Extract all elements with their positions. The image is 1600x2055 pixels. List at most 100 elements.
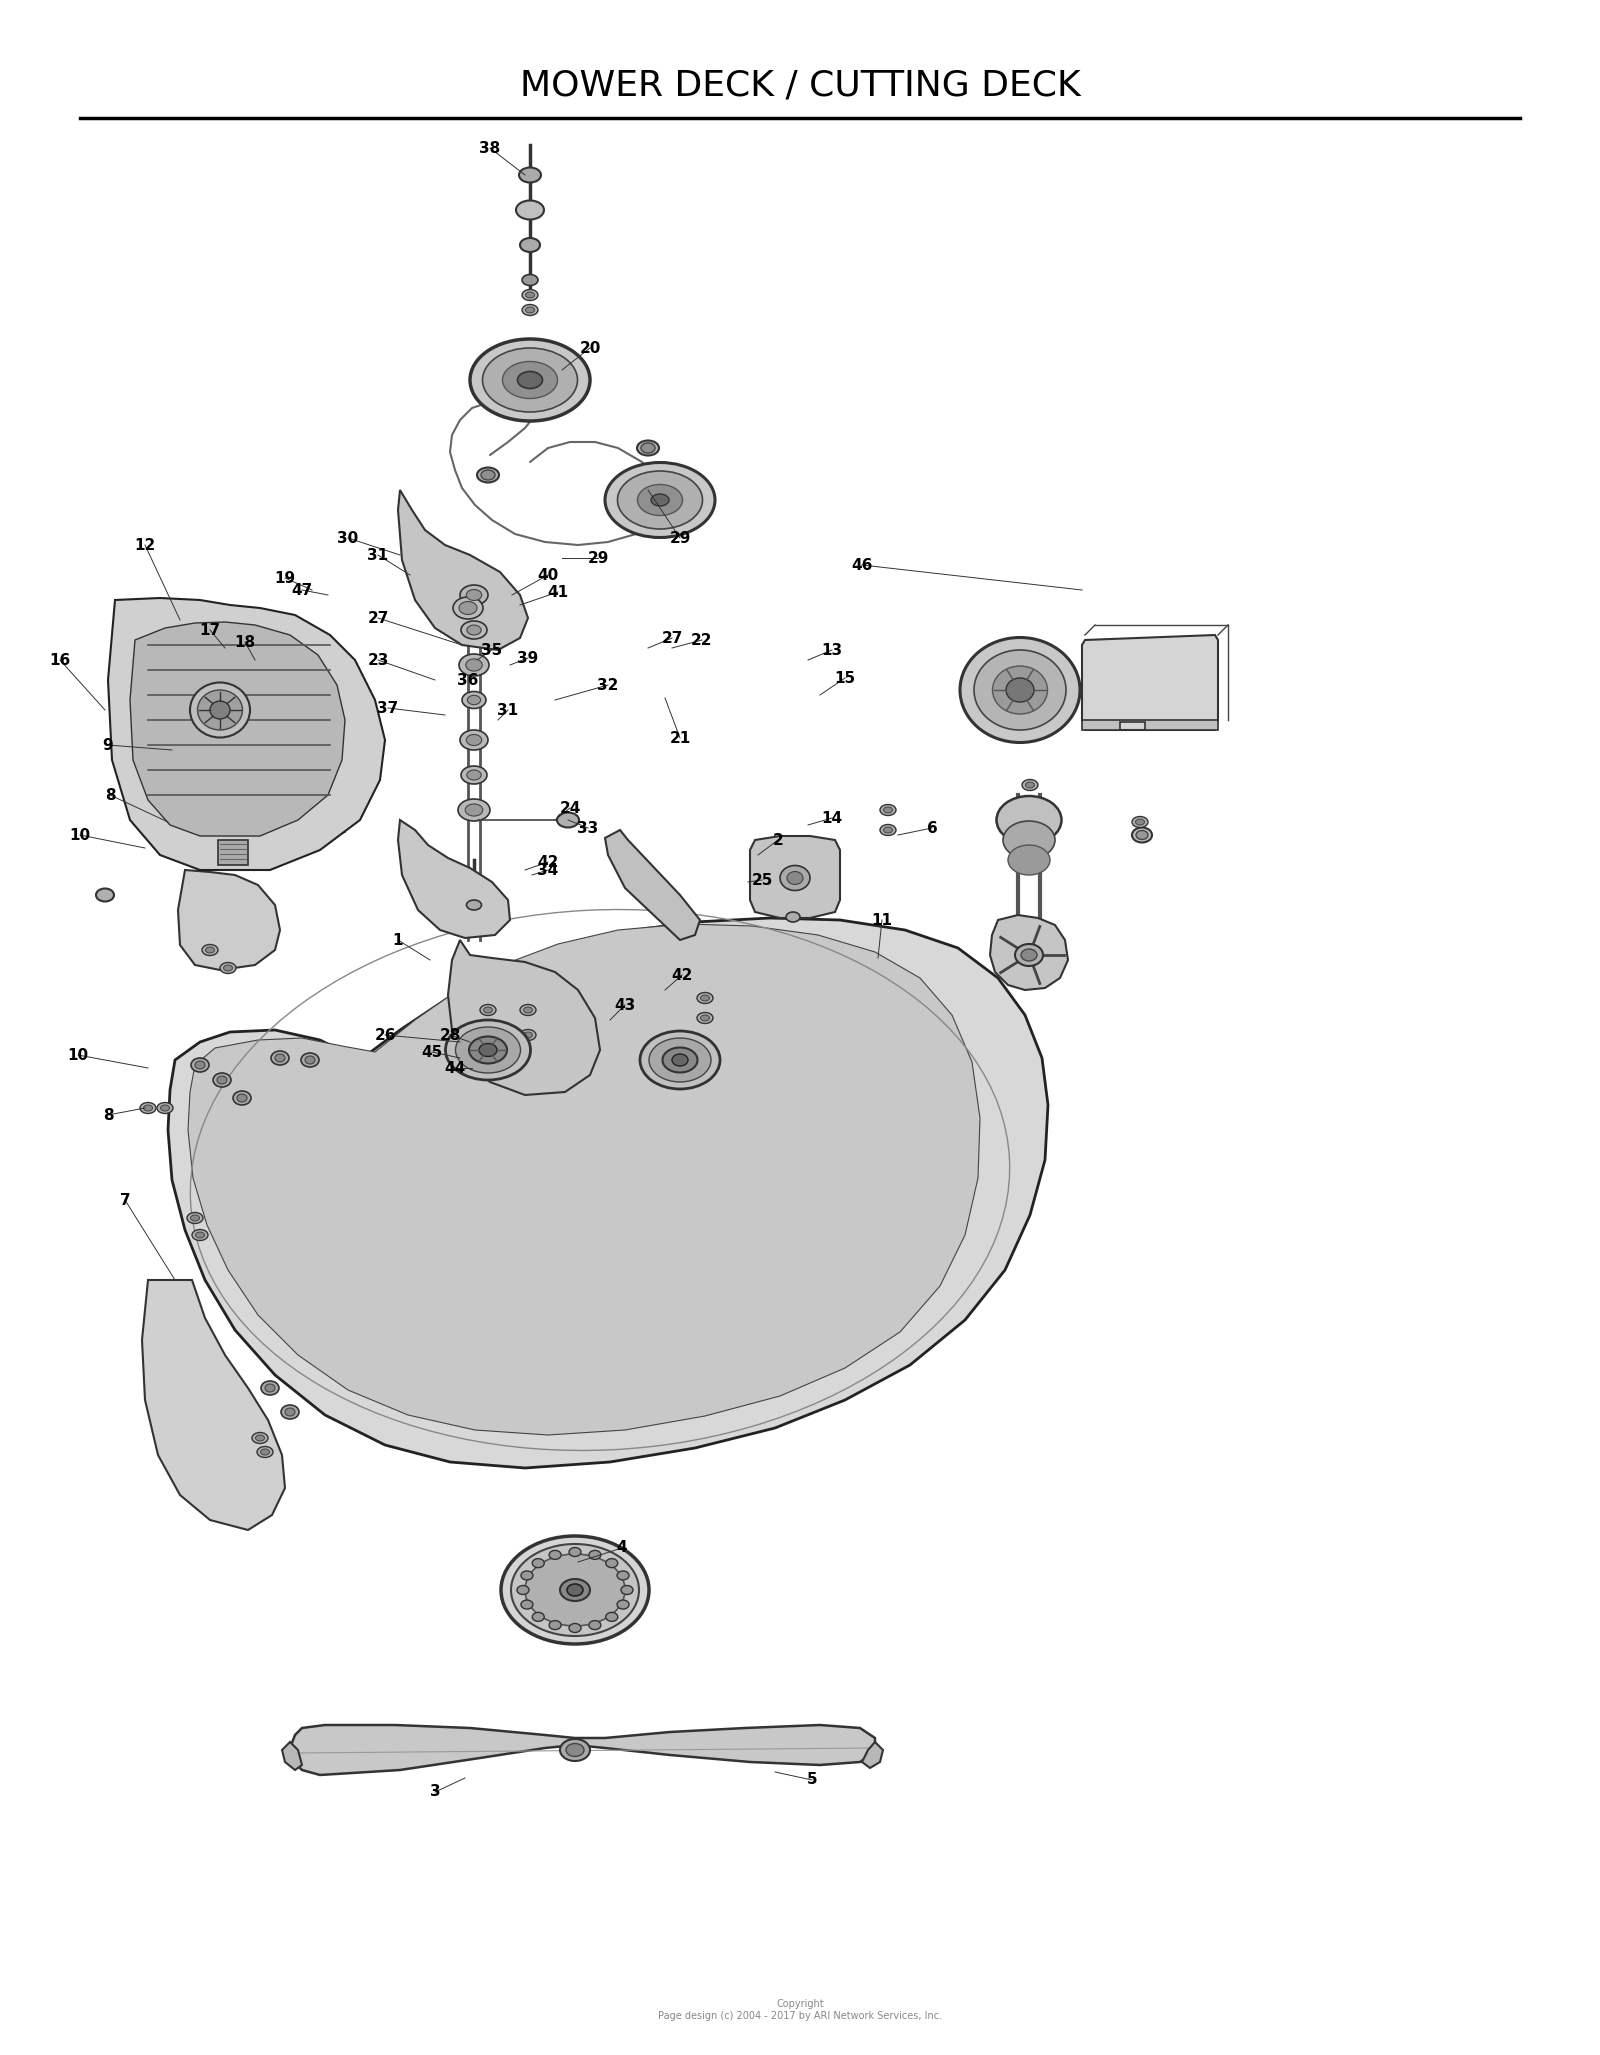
Ellipse shape	[256, 1434, 264, 1441]
Text: 13: 13	[821, 643, 843, 658]
Ellipse shape	[190, 1058, 210, 1073]
Ellipse shape	[195, 1233, 205, 1237]
Ellipse shape	[261, 1449, 269, 1455]
Ellipse shape	[618, 1601, 629, 1609]
Ellipse shape	[480, 1030, 496, 1040]
Ellipse shape	[461, 586, 488, 604]
Ellipse shape	[221, 962, 237, 974]
Ellipse shape	[533, 1558, 544, 1568]
Ellipse shape	[453, 598, 483, 619]
Ellipse shape	[144, 1106, 152, 1112]
Ellipse shape	[285, 1408, 294, 1416]
Ellipse shape	[467, 625, 482, 635]
Ellipse shape	[187, 1212, 203, 1223]
Ellipse shape	[570, 1547, 581, 1556]
Ellipse shape	[640, 1032, 720, 1089]
Polygon shape	[218, 840, 248, 865]
Ellipse shape	[459, 653, 490, 676]
Ellipse shape	[698, 1013, 714, 1023]
Ellipse shape	[786, 912, 800, 923]
Text: 33: 33	[578, 820, 598, 836]
Ellipse shape	[213, 1073, 230, 1087]
Ellipse shape	[218, 1077, 227, 1083]
Text: 11: 11	[872, 912, 893, 927]
Ellipse shape	[1133, 816, 1149, 828]
Ellipse shape	[566, 1584, 582, 1597]
Ellipse shape	[190, 682, 250, 738]
Ellipse shape	[560, 1739, 590, 1761]
Ellipse shape	[466, 804, 483, 816]
Ellipse shape	[525, 306, 534, 312]
Text: 40: 40	[538, 567, 558, 582]
Ellipse shape	[1022, 779, 1038, 791]
Ellipse shape	[458, 799, 490, 822]
Polygon shape	[142, 1280, 285, 1531]
Ellipse shape	[1006, 678, 1034, 703]
Ellipse shape	[261, 1381, 278, 1395]
Text: 37: 37	[378, 701, 398, 715]
Ellipse shape	[266, 1383, 275, 1391]
Ellipse shape	[621, 1586, 634, 1595]
Text: 42: 42	[538, 855, 558, 869]
Ellipse shape	[880, 804, 896, 816]
Text: 41: 41	[547, 584, 568, 600]
Text: 39: 39	[517, 651, 539, 666]
Text: 24: 24	[560, 801, 581, 816]
Ellipse shape	[642, 444, 654, 452]
Polygon shape	[398, 489, 528, 649]
Polygon shape	[1082, 719, 1218, 730]
Text: 12: 12	[134, 538, 155, 553]
Polygon shape	[990, 914, 1069, 991]
Text: 22: 22	[691, 633, 712, 647]
Text: 35: 35	[482, 643, 502, 658]
Text: 32: 32	[597, 678, 619, 693]
Ellipse shape	[650, 1038, 710, 1083]
Text: 25: 25	[752, 873, 773, 888]
Ellipse shape	[992, 666, 1048, 713]
Ellipse shape	[518, 169, 541, 183]
Text: 3: 3	[430, 1784, 440, 1800]
Ellipse shape	[672, 1054, 688, 1067]
Ellipse shape	[461, 767, 486, 785]
Text: 36: 36	[458, 672, 478, 688]
Ellipse shape	[883, 808, 893, 814]
Ellipse shape	[1003, 822, 1054, 859]
Ellipse shape	[483, 1032, 493, 1038]
Ellipse shape	[522, 290, 538, 300]
Ellipse shape	[520, 1005, 536, 1015]
Ellipse shape	[301, 1052, 318, 1067]
Text: 31: 31	[368, 547, 389, 563]
Ellipse shape	[462, 690, 486, 709]
Ellipse shape	[522, 304, 538, 316]
Ellipse shape	[190, 1215, 200, 1221]
Text: 8: 8	[104, 787, 115, 804]
Text: 16: 16	[50, 653, 70, 668]
Text: 20: 20	[579, 341, 600, 356]
Text: MOWER DECK / CUTTING DECK: MOWER DECK / CUTTING DECK	[520, 68, 1080, 103]
Text: 43: 43	[614, 997, 635, 1013]
Text: 46: 46	[851, 557, 872, 573]
Ellipse shape	[698, 993, 714, 1003]
Ellipse shape	[533, 1613, 544, 1621]
Text: 27: 27	[661, 631, 683, 645]
Ellipse shape	[461, 621, 486, 639]
Polygon shape	[130, 623, 346, 836]
Text: 23: 23	[368, 653, 389, 668]
Ellipse shape	[478, 1044, 498, 1056]
Ellipse shape	[997, 795, 1061, 845]
Ellipse shape	[618, 1570, 629, 1580]
Text: 47: 47	[291, 582, 312, 598]
Ellipse shape	[522, 1601, 533, 1609]
Ellipse shape	[1008, 845, 1050, 875]
Ellipse shape	[606, 1558, 618, 1568]
Ellipse shape	[306, 1056, 315, 1064]
Text: 8: 8	[102, 1108, 114, 1122]
Ellipse shape	[467, 695, 480, 705]
Ellipse shape	[606, 1613, 618, 1621]
Ellipse shape	[570, 1623, 581, 1632]
Text: 18: 18	[235, 635, 256, 649]
Ellipse shape	[651, 493, 669, 506]
Text: 30: 30	[338, 530, 358, 545]
Ellipse shape	[974, 649, 1066, 730]
Ellipse shape	[224, 966, 232, 972]
